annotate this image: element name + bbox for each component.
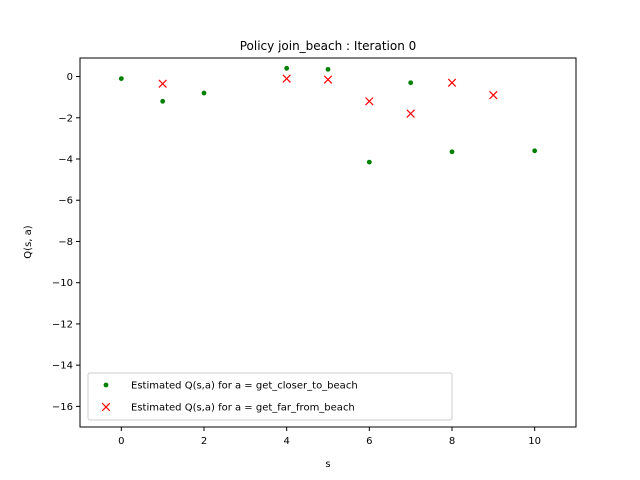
closer-point xyxy=(118,76,124,82)
y-tick-label: −14 xyxy=(52,361,73,372)
closer-point xyxy=(325,66,331,72)
x-tick-label: 0 xyxy=(118,436,124,447)
far-point xyxy=(158,79,167,88)
x-tick-label: 10 xyxy=(528,436,541,447)
y-tick-label: 0 xyxy=(67,72,73,83)
x-tick-label: 2 xyxy=(201,436,207,447)
legend-marker xyxy=(103,382,109,388)
axes-frame xyxy=(79,57,577,428)
closer-point xyxy=(532,148,538,154)
far-point xyxy=(406,109,415,118)
far-point xyxy=(489,90,498,100)
y-tick-label: −8 xyxy=(58,237,73,248)
plot-area: 0 2 4 6 8 10 0 −2 −4 −6 −8 −10 −12 −14 −16 Estimated Q(… xyxy=(52,57,577,447)
far-point xyxy=(282,74,291,83)
y-axis-label: Q(s, a) xyxy=(23,225,34,258)
y-tick-label: −2 xyxy=(58,113,73,124)
closer-point xyxy=(201,90,207,96)
x-tick-label: 6 xyxy=(366,436,372,447)
chart-title: Policy join_beach : Iteration 0 xyxy=(240,39,417,53)
y-tick-label: −12 xyxy=(52,319,73,330)
far-point xyxy=(365,97,374,106)
legend-entry: Estimated Q(s,a) for a = get_closer_to_b… xyxy=(131,381,358,392)
legend-box xyxy=(87,372,453,421)
y-tick-label: −16 xyxy=(52,402,73,413)
y-tick-label: −6 xyxy=(58,196,73,207)
x-tick-label: 4 xyxy=(283,436,289,447)
closer-point xyxy=(160,98,166,104)
far-point xyxy=(323,75,333,84)
far-point xyxy=(447,78,457,87)
closer-point xyxy=(449,149,455,155)
closer-point xyxy=(408,80,414,86)
y-tick-label: −10 xyxy=(52,278,73,289)
closer-point xyxy=(366,159,372,165)
legend-entry: Estimated Q(s,a) for a = get_far_from_be… xyxy=(131,403,355,414)
legend-marker xyxy=(101,402,111,412)
x-axis-label: s xyxy=(325,459,330,470)
y-tick-label: −4 xyxy=(58,155,73,166)
x-tick-label: 8 xyxy=(449,436,455,447)
closer-point xyxy=(284,65,290,71)
